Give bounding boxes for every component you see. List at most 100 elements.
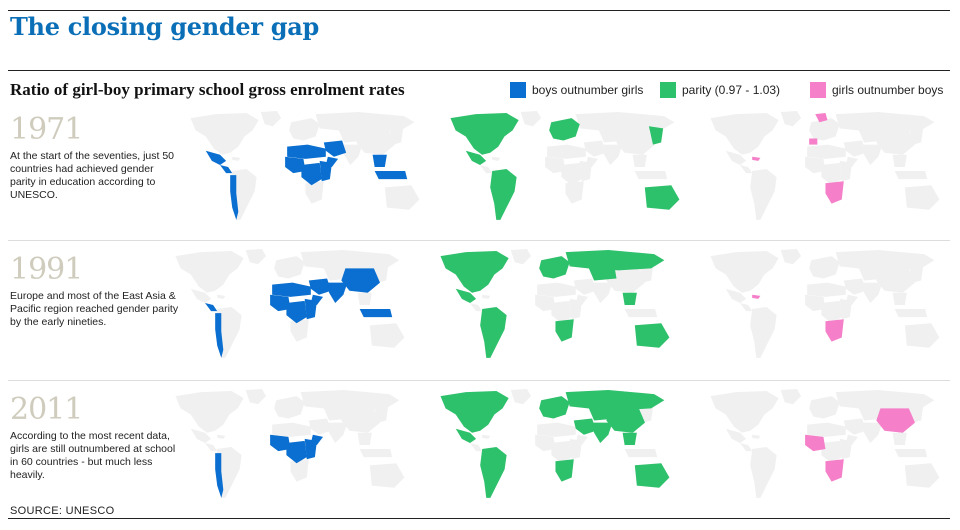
base-land-caribbean <box>482 294 491 299</box>
base-land-greenland <box>780 111 802 127</box>
page-title: The closing gender gap <box>10 12 319 41</box>
year-label-2011: 2011 <box>10 392 83 427</box>
legend-swatch-girls <box>810 82 826 98</box>
base-land-central-africa <box>561 162 582 186</box>
base-land-greenland <box>780 389 802 405</box>
base-land-east-africa <box>569 438 582 460</box>
base-land-greenland <box>245 389 267 405</box>
legend-item-parity: parity (0.97 - 1.03) <box>660 82 780 98</box>
legend-item-boys: boys outnumber girls <box>510 82 643 98</box>
base-land-horn-of-africa <box>575 294 589 305</box>
map-region-2011-boys-west-africa <box>270 434 291 452</box>
base-land-south-america <box>750 307 777 358</box>
panel-divider <box>8 380 950 381</box>
map-region-1971-parity-east-asia <box>648 126 664 145</box>
map-region-1971-boys-north-africa <box>287 144 326 159</box>
map-region-1971-boys-andes <box>230 175 239 220</box>
base-land-east-asia <box>388 126 404 145</box>
base-land-caribbean <box>752 434 761 439</box>
map-region-1991-parity-central-asia <box>588 266 617 281</box>
map-region-1991-girls-southern-africa <box>825 319 844 342</box>
base-land-east-asia <box>908 126 924 145</box>
map-region-1991-parity-mexico <box>455 288 477 303</box>
base-land-europe <box>289 118 320 141</box>
map-region-1971-girls-caribbean <box>752 156 761 161</box>
base-land-middle-east <box>583 140 607 157</box>
base-land-indonesia <box>624 309 658 318</box>
base-land-south-asia <box>592 282 613 303</box>
panel-description-1991: Europe and most of the East Asia & Pacif… <box>10 290 179 328</box>
legend-label-parity: parity (0.97 - 1.03) <box>682 83 781 97</box>
legend-swatch-parity <box>660 82 676 98</box>
legend-item-girls: girls outnumber boys <box>810 82 943 98</box>
base-land-china <box>606 268 645 293</box>
base-land-central-america <box>470 302 483 312</box>
base-land-australia <box>904 323 940 348</box>
base-land-east-africa <box>579 160 592 182</box>
base-land-caribbean <box>492 156 501 161</box>
map-1971-girls <box>710 111 940 220</box>
legend-swatch-boys <box>510 82 526 98</box>
base-land-east-africa <box>569 298 582 320</box>
base-land-australia <box>369 463 405 488</box>
base-land-china <box>341 408 380 433</box>
base-land-south-asia <box>862 422 883 443</box>
base-land-australia <box>384 185 420 210</box>
legend-label-boys: boys outnumber girls <box>532 83 644 97</box>
base-land-south-asia <box>862 144 883 165</box>
map-region-1971-girls-iberia <box>809 138 818 145</box>
map-region-1991-parity-australia <box>634 323 670 348</box>
base-land-north-africa <box>807 144 846 159</box>
base-land-central-africa <box>821 440 842 464</box>
map-region-1971-boys-central-africa <box>301 162 322 186</box>
base-land-north-africa <box>807 422 846 437</box>
base-land-europe <box>809 256 840 279</box>
map-2011-girls <box>710 389 940 498</box>
base-land-horn-of-africa <box>575 434 589 445</box>
base-land-north-america <box>175 251 244 293</box>
base-land-australia <box>369 323 405 348</box>
base-land-central-america <box>740 164 753 174</box>
base-land-southeast-asia <box>357 432 372 445</box>
base-land-north-america <box>710 251 779 293</box>
base-land-north-africa <box>272 422 311 437</box>
bottom-rule <box>8 518 950 519</box>
base-land-north-africa <box>537 282 576 297</box>
map-region-2011-girls-west-africa <box>805 434 826 452</box>
map-region-1991-girls-caribbean <box>752 294 761 299</box>
base-land-china <box>876 130 915 155</box>
base-land-mexico <box>725 150 747 165</box>
base-land-north-africa <box>537 422 576 437</box>
map-region-1971-parity-south-america <box>490 169 517 220</box>
base-land-southern-africa <box>305 181 324 204</box>
base-land-west-africa <box>805 294 826 312</box>
map-region-2011-parity-middle-east <box>573 418 597 435</box>
map-region-1991-boys-andes <box>215 313 224 358</box>
base-land-central-america <box>740 302 753 312</box>
base-land-caribbean <box>217 434 226 439</box>
base-land-southern-africa <box>290 319 309 342</box>
base-land-indonesia <box>359 449 393 458</box>
subtitle-rule <box>8 70 950 71</box>
base-land-middle-east <box>843 418 867 435</box>
map-region-2011-parity-russia <box>565 390 665 411</box>
map-region-2011-girls-southern-africa <box>825 459 844 482</box>
year-label-1971: 1971 <box>10 112 83 147</box>
map-region-1971-parity-europe <box>549 118 580 141</box>
base-land-west-africa <box>535 434 556 452</box>
base-land-greenland <box>780 249 802 265</box>
base-land-north-america <box>710 391 779 433</box>
base-land-south-america <box>750 447 777 498</box>
map-region-2011-parity-north-america <box>440 391 509 433</box>
base-land-southeast-asia <box>892 154 907 167</box>
map-1971-boys <box>190 111 420 220</box>
base-land-horn-of-africa <box>845 434 859 445</box>
base-land-north-africa <box>807 282 846 297</box>
base-land-indonesia <box>634 171 668 180</box>
map-region-2011-parity-europe <box>539 396 570 419</box>
map-region-1971-girls-northern-europe <box>815 113 828 123</box>
base-land-indonesia <box>894 309 928 318</box>
base-land-australia <box>904 463 940 488</box>
map-region-1991-parity-south-america <box>480 307 507 358</box>
map-region-1991-parity-north-america <box>440 251 509 293</box>
